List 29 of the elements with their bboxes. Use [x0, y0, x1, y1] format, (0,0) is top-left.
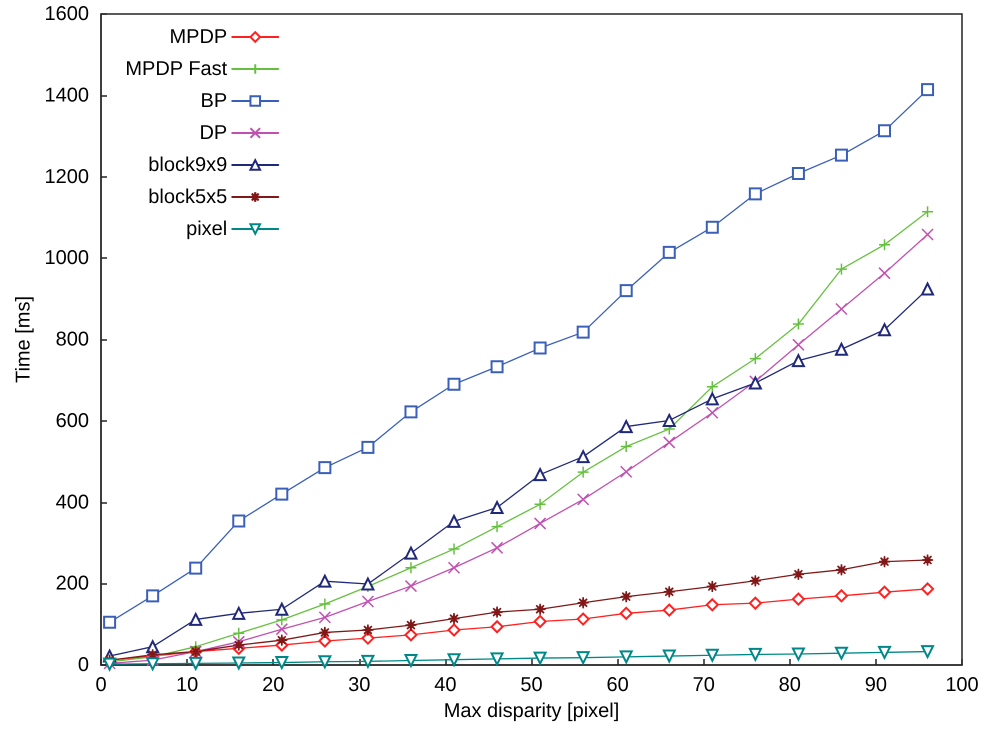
x-tick-label: 50 [520, 674, 543, 696]
legend-label: MPDP [169, 26, 228, 48]
y-tick-label: 1600 [44, 3, 89, 25]
x-tick-label: 40 [434, 674, 457, 696]
x-tick-label: 70 [692, 674, 715, 696]
y-tick-label: 1200 [44, 166, 89, 188]
y-tick-label: 0 [78, 654, 89, 676]
legend-label: BP [200, 90, 228, 112]
x-axis-title: Max disparity [pixel] [444, 700, 620, 722]
x-tick-label: 20 [262, 674, 284, 696]
y-tick-label: 800 [56, 328, 89, 350]
x-tick-label: 60 [606, 674, 629, 696]
legend-label: pixel [186, 218, 228, 240]
legend-label: MPDP Fast [125, 58, 228, 80]
y-axis-title: Time [ms] [12, 296, 35, 384]
legend-label: block5x5 [148, 186, 228, 208]
x-tick-label: 100 [945, 674, 979, 696]
y-tick-label: 1000 [44, 247, 89, 270]
x-tick-label: 10 [176, 674, 198, 696]
legend-label: DP [199, 122, 228, 144]
x-tick-label: 30 [348, 674, 370, 696]
y-tick-label: 1400 [44, 84, 89, 106]
legend-label: block9x9 [148, 154, 228, 176]
y-tick-label: 200 [56, 572, 89, 595]
y-tick-label: 400 [56, 491, 89, 514]
x-tick-label: 90 [864, 674, 888, 696]
y-tick-label: 600 [56, 410, 89, 432]
x-tick-label: 80 [778, 674, 801, 696]
x-tick-label: 0 [95, 674, 107, 696]
